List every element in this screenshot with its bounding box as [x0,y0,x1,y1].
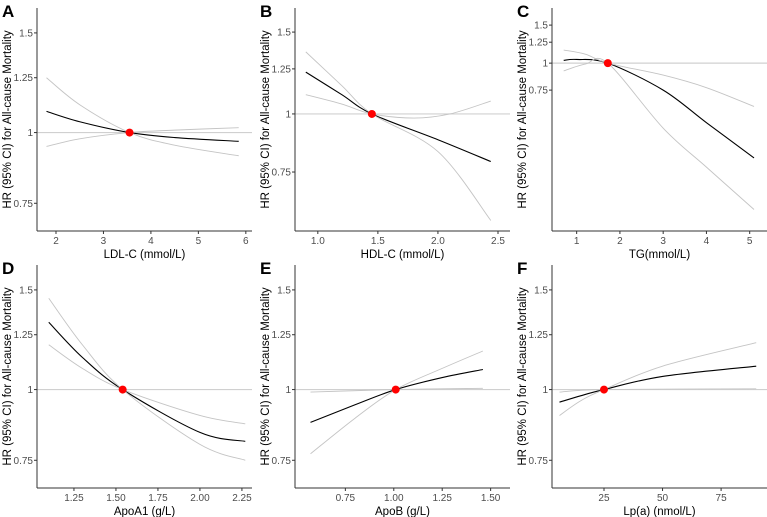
y-tick-label: 1.5 [19,285,33,296]
panel-d: D 1.25 1.50 1.75 2.00 2.25 0.75 1 1.25 1.5 ApoA1 (… [2,259,252,517]
x-tick-label: 6 [243,236,249,247]
panel-letter: F [517,259,527,278]
x-tick-label: 2 [617,236,623,247]
x-axis-label: Lp(a) (nmol/L) [623,506,695,517]
y-tick-label: 1.25 [529,330,549,341]
x-axis-label: TG(mmol/L) [629,249,691,261]
ci-curve [48,297,246,461]
x-tick-label: 1 [574,236,580,247]
hr-curve [563,58,755,159]
y-tick-label: 1.25 [14,330,34,341]
x-tick-label: 3 [660,236,666,247]
panel-a: A 2 3 4 5 6 0.75 1 1.25 1.5 LDL-C (mmol/L) HR (95% … [2,2,252,261]
panel-letter: A [2,2,14,21]
y-tick-label: 0.75 [14,456,34,467]
y-tick-label: 1.5 [19,28,33,39]
y-tick-label: 1.25 [14,73,34,84]
x-tick-label: 2.0 [431,236,445,247]
y-tick-label: 1 [285,109,291,120]
panel-b: B 1.0 1.5 2.0 2.5 0.75 1 1.25 1.5 HDL-C (mmol/L) H… [260,2,510,261]
panel-c: C 1 2 3 4 5 0.75 1 1.25 1.5 TG(mmol/L) HR (95% CI) … [517,2,767,261]
x-tick-label: 2 [53,236,59,247]
x-tick-label: 3 [101,236,107,247]
x-tick-label: 1.50 [106,493,126,504]
y-axis-label: HR (95% CI) for All-cause Mortality [517,287,529,466]
x-tick-label: 2.5 [491,236,505,247]
x-tick-label: 2.25 [232,493,252,504]
x-tick-label: 1.50 [481,493,501,504]
hr-curve [310,368,483,423]
x-tick-label: 1.75 [148,493,168,504]
y-axis-label: HR (95% CI) for All-cause Mortality [2,30,14,209]
panel-letter: E [260,259,271,278]
panel-f: F 25 50 75 0.75 1 1.25 1.5 Lp(a) (nmol/L) HR (95%… [517,259,767,517]
y-tick-label: 0.75 [14,199,34,210]
y-tick-label: 0.75 [272,168,292,179]
x-tick-label: 1.00 [384,493,404,504]
y-axis-label: HR (95% CI) for All-cause Mortality [2,287,14,466]
panel-letter: D [2,259,14,278]
y-axis-label: HR (95% CI) for All-cause Mortality [260,30,272,209]
ci-curve [310,350,484,455]
y-tick-label: 0.75 [529,86,549,97]
x-tick-label: 5 [196,236,202,247]
panel-letter: B [260,2,272,21]
y-axis-label: HR (95% CI) for All-cause Mortality [260,287,272,466]
x-tick-label: 1.0 [311,236,325,247]
ci-curve [48,344,246,425]
x-tick-label: 1.25 [64,493,84,504]
y-tick-label: 1 [27,128,33,139]
ci-curve [46,77,239,157]
x-tick-label: 4 [704,236,710,247]
y-tick-label: 1 [27,385,33,396]
y-tick-label: 1.5 [277,28,291,39]
reference-point [367,109,376,118]
ci-curve [305,94,491,119]
y-axis-label: HR (95% CI) for All-cause Mortality [517,30,529,209]
y-tick-label: 1.25 [529,38,549,49]
y-tick-label: 0.75 [272,456,292,467]
y-tick-label: 1 [542,385,548,396]
x-tick-label: 50 [657,493,669,504]
y-tick-label: 1 [542,59,548,70]
x-tick-label: 4 [148,236,154,247]
y-tick-label: 1.25 [272,64,292,75]
panel-letter: C [517,2,529,21]
reference-point [599,385,608,394]
reference-point [125,128,134,137]
reference-point [603,59,612,68]
y-tick-label: 1.5 [277,285,291,296]
ci-curve [563,49,755,107]
ci-curve [559,342,757,416]
x-tick-label: 2.00 [190,493,210,504]
x-tick-label: 1.25 [432,493,452,504]
x-tick-label: 5 [747,236,753,247]
y-tick-label: 1.5 [534,285,548,296]
x-tick-label: 75 [716,493,728,504]
reference-point [118,385,127,394]
x-tick-label: 0.75 [336,493,356,504]
y-tick-label: 1.5 [534,21,548,32]
x-axis-label: HDL-C (mmol/L) [361,249,445,261]
reference-point [391,385,400,394]
y-tick-label: 1.25 [272,330,292,341]
x-axis-label: ApoA1 (g/L) [114,506,176,517]
ci-curve [559,388,757,393]
hr-curve [305,71,491,163]
x-tick-label: 1.5 [371,236,385,247]
x-axis-label: LDL-C (mmol/L) [104,249,186,261]
y-tick-label: 0.75 [529,456,549,467]
x-axis-label: ApoB (g/L) [375,506,430,517]
y-tick-label: 1 [285,385,291,396]
x-tick-label: 25 [598,493,610,504]
ci-curve [563,57,755,210]
ci-curve [305,51,492,221]
panel-e: E 0.75 1.00 1.25 1.50 0.75 1 1.25 1.5 ApoB (g/L) H… [260,259,510,517]
